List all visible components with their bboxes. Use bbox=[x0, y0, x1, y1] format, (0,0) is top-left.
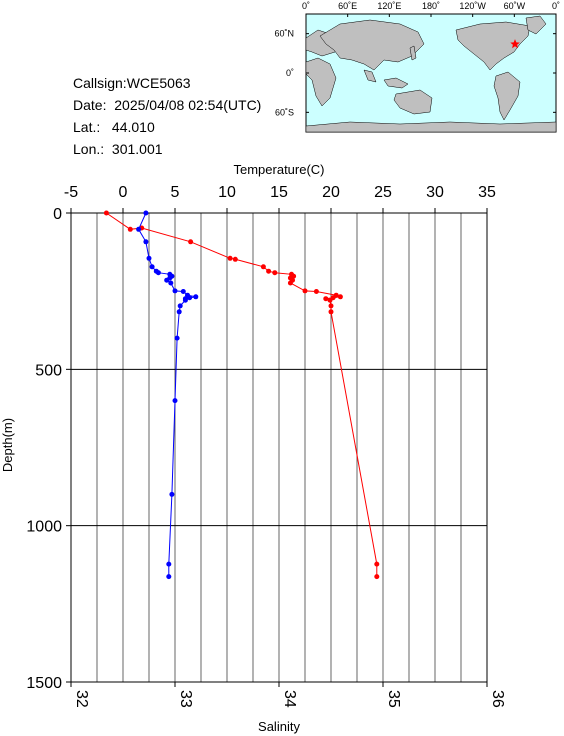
salinity-data-point bbox=[172, 288, 178, 294]
lon-row: Lon.: 301.001 bbox=[73, 138, 261, 160]
depth-tick-label: 0 bbox=[53, 206, 62, 223]
temperature-data-point bbox=[313, 289, 319, 294]
salinity-data-point bbox=[174, 335, 180, 341]
temperature-data-point bbox=[374, 561, 380, 567]
salinity-tick-label: 36 bbox=[489, 690, 506, 708]
map-lon-tick-label: 120˚E bbox=[377, 1, 401, 11]
grid bbox=[70, 212, 488, 683]
salinity-data-point bbox=[155, 270, 161, 276]
salinity-tick-label: 32 bbox=[73, 690, 90, 708]
salinity-data-point bbox=[169, 491, 175, 497]
temperature-data-point bbox=[328, 303, 334, 309]
salinity-data-point bbox=[193, 294, 199, 300]
temperature-tick-label: 15 bbox=[270, 184, 288, 201]
temperature-axis-label: Temperature(C) bbox=[233, 162, 324, 177]
salinity-data-point bbox=[143, 210, 149, 216]
map-lon-tick-label: 60˚E bbox=[338, 1, 357, 11]
temperature-tick-label: 20 bbox=[322, 184, 340, 201]
temperature-data-point bbox=[328, 309, 334, 315]
salinity-data-point bbox=[187, 295, 193, 301]
lat-row: Lat.: 44.010 bbox=[73, 116, 261, 138]
map-lon-tick-label: 0˚ bbox=[552, 1, 560, 11]
salinity-data-point bbox=[176, 309, 182, 315]
temperature-tick-label: 25 bbox=[374, 184, 392, 201]
station-marker bbox=[510, 39, 520, 49]
data-series bbox=[103, 210, 380, 580]
map-lon-tick-label: 0˚ bbox=[302, 1, 310, 11]
salinity-data-point bbox=[177, 303, 183, 309]
map-ticks: 0˚ 60˚E 120˚E 180˚ 120˚W 60˚W 0˚ 60˚N 0˚ 60˚S bbox=[274, 1, 560, 117]
temperature-data-point bbox=[266, 268, 272, 274]
salinity-tick-label: 33 bbox=[177, 690, 194, 708]
date-value: 2025/04/08 02:54(UTC) bbox=[114, 97, 262, 113]
temperature-tick-label: 0 bbox=[119, 184, 128, 201]
temperature-data-point bbox=[127, 226, 133, 232]
temperature-data-point bbox=[327, 297, 333, 303]
depth-axis-label: Depth(m) bbox=[0, 418, 15, 472]
lon-label: Lon.: bbox=[73, 141, 105, 157]
temperature-data-point bbox=[103, 210, 109, 216]
salinity-data-point bbox=[146, 255, 152, 261]
salinity-data-point bbox=[180, 289, 186, 294]
map-land bbox=[305, 15, 557, 133]
salinity-tick-label: 35 bbox=[385, 690, 402, 708]
map-lon-tick-label: 120˚W bbox=[459, 1, 486, 11]
temperature-profile-line bbox=[106, 212, 378, 577]
salinity-data-point bbox=[136, 226, 142, 232]
date-label: Date: bbox=[73, 97, 107, 113]
map-lat-tick-label: 60˚S bbox=[275, 107, 294, 117]
salinity-data-point bbox=[166, 574, 172, 580]
map-lon-tick-label: 60˚W bbox=[504, 1, 526, 11]
temperature-data-point bbox=[232, 256, 238, 262]
lat-label: Lat.: bbox=[73, 119, 101, 135]
depth-tick-label: 1000 bbox=[26, 519, 62, 536]
map-lat-tick-label: 60˚N bbox=[274, 29, 294, 39]
salinity-data-point bbox=[149, 264, 155, 270]
map-lon-tick-label: 180˚ bbox=[422, 1, 440, 11]
lon-value: 301.001 bbox=[111, 141, 163, 157]
depth-tick-label: 1500 bbox=[26, 675, 62, 692]
temperature-data-point bbox=[272, 270, 278, 276]
temperature-tick-label: 35 bbox=[478, 184, 496, 201]
salinity-data-point bbox=[143, 239, 149, 245]
temperature-data-point bbox=[188, 239, 194, 245]
temperature-data-point bbox=[287, 280, 293, 286]
salinity-data-point bbox=[166, 561, 172, 567]
temperature-data-point bbox=[260, 264, 266, 270]
salinity-tick-label: 34 bbox=[281, 690, 298, 708]
station-info: Callsign:WCE5063 Date: 2025/04/08 02:54(… bbox=[73, 72, 261, 160]
temperature-tick-label: -5 bbox=[64, 184, 78, 201]
salinity-profile-line bbox=[138, 212, 196, 577]
callsign-value: WCE5063 bbox=[126, 75, 191, 91]
salinity-data-point bbox=[182, 297, 188, 303]
depth-tick-label: 500 bbox=[35, 362, 62, 379]
salinity-data-point bbox=[168, 280, 174, 286]
salinity-data-point bbox=[172, 398, 178, 404]
salinity-axis-label: Salinity bbox=[258, 719, 300, 734]
callsign-row: Callsign:WCE5063 bbox=[73, 72, 261, 94]
lat-value: 44.010 bbox=[111, 119, 155, 135]
temperature-data-point bbox=[227, 255, 233, 261]
temperature-data-point bbox=[337, 294, 343, 300]
temperature-data-point bbox=[302, 288, 308, 294]
temperature-tick-label: 5 bbox=[171, 184, 180, 201]
salinity-data-point bbox=[164, 277, 170, 283]
temperature-tick-label: 30 bbox=[426, 184, 444, 201]
callsign-label: Callsign: bbox=[73, 75, 127, 91]
date-row: Date: 2025/04/08 02:54(UTC) bbox=[73, 94, 261, 116]
temperature-data-point bbox=[374, 574, 380, 580]
temperature-tick-label: 10 bbox=[218, 184, 236, 201]
map-lat-tick-label: 0˚ bbox=[286, 68, 294, 78]
temperature-data-point bbox=[323, 296, 329, 302]
